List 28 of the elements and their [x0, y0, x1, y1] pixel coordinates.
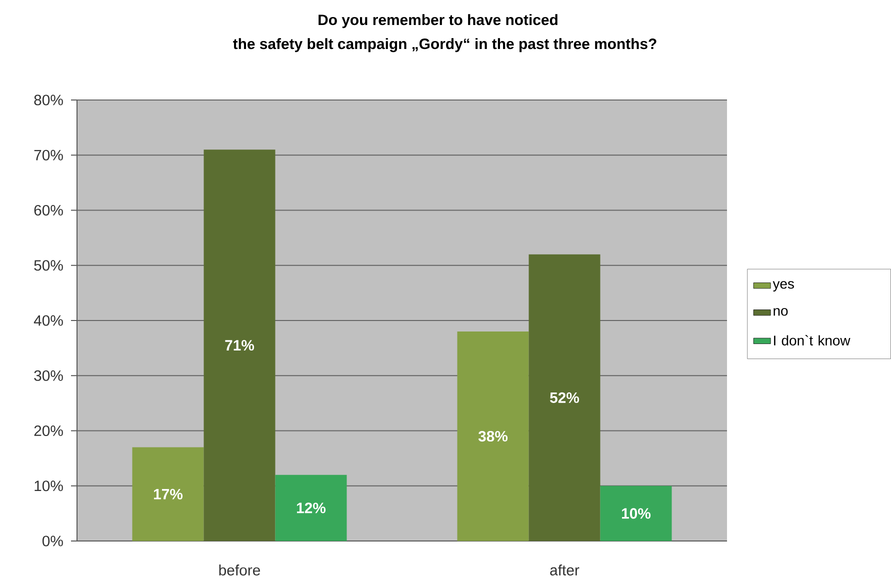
bar	[132, 447, 204, 541]
data-label: 12%	[296, 502, 326, 514]
y-tick-label: 80%	[34, 94, 63, 106]
y-tick-label: 50%	[34, 260, 63, 271]
y-tick-label: 40%	[34, 315, 63, 326]
data-label: 52%	[550, 392, 580, 403]
y-tick-label: 70%	[34, 150, 63, 160]
y-tick-label: 20%	[34, 425, 63, 436]
bar	[528, 254, 600, 541]
y-tick-label: 60%	[34, 204, 63, 216]
data-label: 38%	[478, 430, 508, 442]
chart-subtitle: the safety belt campaign „Gordy“ in the past three months?	[233, 38, 656, 52]
x-tick-label: after	[550, 564, 580, 576]
data-label: 71%	[225, 340, 254, 351]
bar	[600, 486, 672, 541]
bar	[457, 332, 529, 541]
bar	[275, 474, 347, 541]
legend-label: I don`t know	[774, 335, 850, 346]
legend-label: yes	[772, 281, 794, 292]
chart-title: Do you remember to have noticed	[318, 14, 558, 28]
legend-label: no	[774, 308, 788, 316]
y-tick-label: 10%	[34, 480, 63, 492]
y-tick-label: 30%	[34, 370, 63, 381]
y-tick-label: 0%	[42, 536, 63, 546]
data-label: 17%	[154, 488, 183, 500]
x-tick-label: before	[219, 564, 260, 576]
data-label: 10%	[622, 508, 651, 519]
bar	[204, 150, 276, 541]
